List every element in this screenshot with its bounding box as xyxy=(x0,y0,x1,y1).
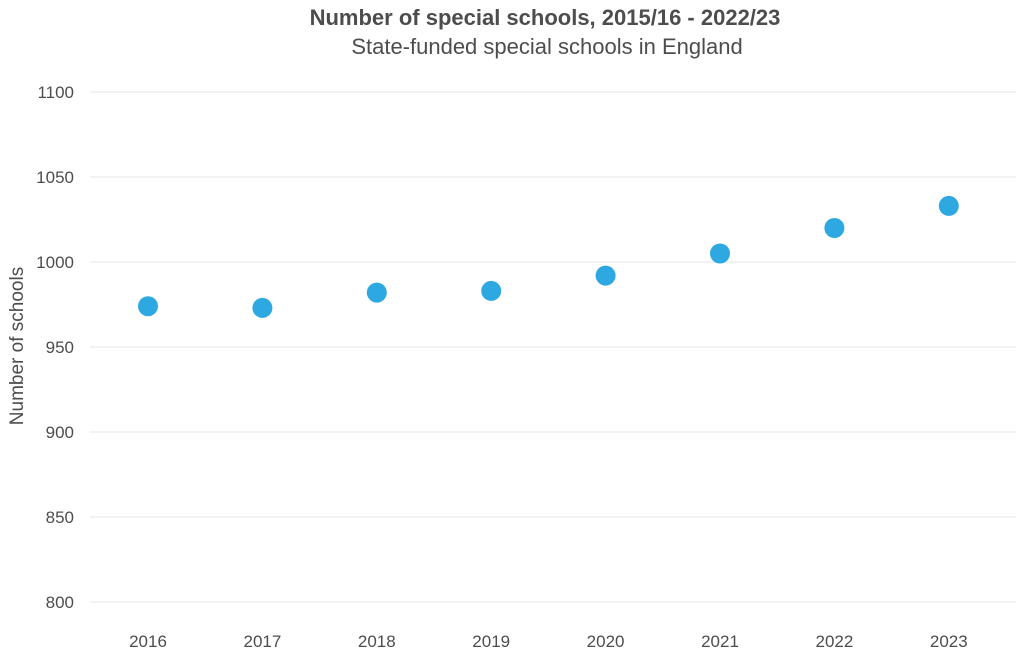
data-point xyxy=(366,282,387,303)
x-tick-label: 2023 xyxy=(930,632,968,651)
x-tick-label: 2021 xyxy=(701,632,739,651)
x-tick-label: 2017 xyxy=(243,632,281,651)
data-point xyxy=(938,195,959,216)
y-tick-labels: 800 850 900 950 1000 1050 1100 xyxy=(36,83,74,612)
data-point xyxy=(710,243,730,264)
y-tick-label: 950 xyxy=(46,338,74,357)
y-tick-label: 800 xyxy=(46,593,74,612)
x-tick-label: 2019 xyxy=(472,632,510,651)
y-tick-label: 850 xyxy=(46,508,74,527)
gridlines xyxy=(90,91,1016,603)
y-tick-label: 1000 xyxy=(36,253,74,272)
x-tick-label: 2020 xyxy=(587,632,625,651)
data-point xyxy=(138,296,158,317)
x-tick-labels: 2016 2017 2018 2019 2020 2021 2022 2023 xyxy=(129,632,968,651)
y-tick-label: 1100 xyxy=(37,83,74,102)
x-tick-label: 2016 xyxy=(129,632,167,651)
data-point xyxy=(252,297,273,318)
x-tick-label: 2022 xyxy=(815,632,853,651)
data-point xyxy=(481,280,502,301)
x-tick-label: 2018 xyxy=(358,632,396,651)
data-points xyxy=(138,195,959,318)
data-point xyxy=(595,265,616,286)
y-tick-label: 900 xyxy=(46,423,74,442)
chart-subtitle: State-funded special schools in England xyxy=(351,34,743,59)
y-tick-label: 1050 xyxy=(36,168,74,187)
y-axis-title: Number of schools xyxy=(7,267,28,425)
chart-title: Number of special schools, 2015/16 - 202… xyxy=(309,5,781,30)
data-point xyxy=(824,218,845,238)
